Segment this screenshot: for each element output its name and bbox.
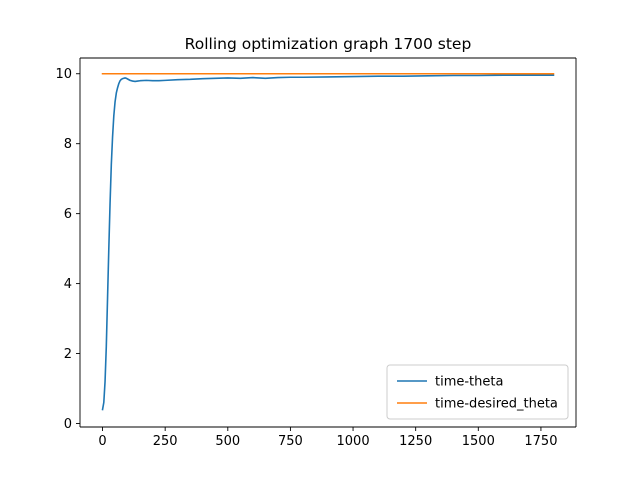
x-tick-label: 1250 (399, 434, 432, 449)
axes: 0 250 500 750 1000 1250 1500 1750 0 2 4 6 8 10 (55, 57, 577, 449)
y-tick-label: 10 (55, 67, 72, 82)
legend-label-0: time-theta (435, 375, 503, 390)
y-tick-label: 4 (64, 277, 72, 292)
x-tick-label: 0 (98, 434, 106, 449)
x-tick-label: 1750 (524, 434, 557, 449)
plot-area (101, 72, 555, 411)
legend-label-1: time-desired_theta (435, 397, 558, 412)
series-line-0 (101, 74, 555, 411)
chart-title: Rolling optimization graph 1700 step (185, 35, 472, 53)
x-tick-label: 250 (153, 434, 178, 449)
legend-box (386, 364, 569, 420)
y-tick-label: 0 (64, 417, 72, 432)
x-tick-label: 500 (215, 434, 240, 449)
legend: time-theta time-desired_theta (386, 364, 569, 420)
x-tick-label: 1500 (462, 434, 495, 449)
x-tick-label: 750 (278, 434, 303, 449)
y-tick-label: 2 (64, 347, 72, 362)
y-tick-label: 6 (64, 207, 72, 222)
y-tick-label: 8 (64, 137, 72, 152)
x-tick-label: 1000 (337, 434, 370, 449)
